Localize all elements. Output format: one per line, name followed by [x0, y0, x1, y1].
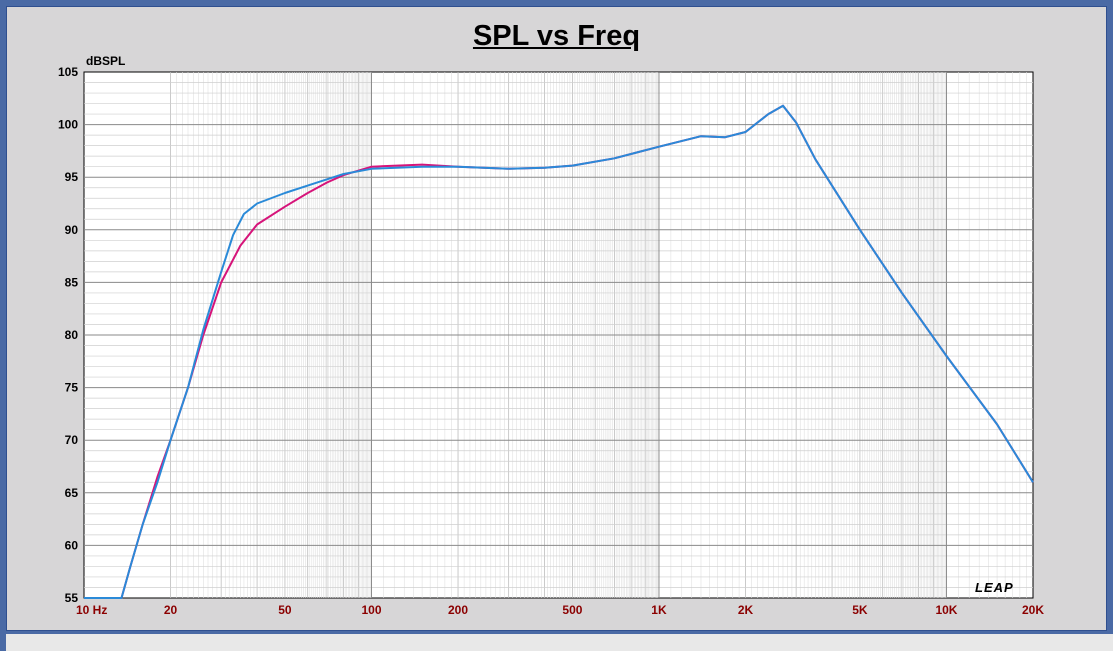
y-tick-label: 70 [65, 433, 79, 447]
series-line-2 [84, 104, 1034, 599]
x-tick-label: 100 [361, 603, 381, 617]
y-tick-labels: 55 60 65 70 75 80 85 90 95 100 105 [58, 65, 78, 605]
x-tick-label: 50 [278, 603, 292, 617]
series-layer [84, 104, 1034, 599]
y-axis-label: dBSPL [86, 54, 126, 68]
y-tick-label: 95 [65, 170, 79, 184]
chart-title: SPL vs Freq [472, 20, 641, 52]
bottom-band [0, 634, 1113, 651]
x-tick-label: 5K [852, 603, 868, 617]
x-tick-label: 10K [935, 603, 957, 617]
x-tick-label: 2K [738, 603, 754, 617]
y-tick-label: 55 [65, 591, 79, 605]
x-tick-label: 10 Hz [76, 603, 107, 617]
y-tick-label: 80 [65, 328, 79, 342]
x-tick-label: 500 [562, 603, 582, 617]
y-tick-label: 90 [65, 223, 79, 237]
y-tick-label: 105 [58, 65, 78, 79]
x-tick-labels: 10 Hz 20 50 100 200 500 1K 2K 5K 10K 20K [76, 603, 1044, 617]
y-tick-label: 85 [65, 275, 79, 289]
spl-plot: 55 60 65 70 75 80 85 90 95 100 105 10 Hz 20 50 100 200… [58, 65, 1044, 617]
bottom-band-edge [0, 634, 6, 651]
y-tick-label: 75 [65, 381, 79, 395]
x-tick-label: 1K [651, 603, 667, 617]
grid-major [84, 72, 1033, 598]
x-tick-label: 20K [1022, 603, 1044, 617]
y-tick-label: 100 [58, 118, 78, 132]
x-tick-label: 20 [164, 603, 178, 617]
leap-logo: LEAP [975, 580, 1014, 595]
x-tick-label: 200 [448, 603, 468, 617]
y-tick-label: 65 [65, 486, 79, 500]
y-tick-label: 60 [65, 538, 79, 552]
